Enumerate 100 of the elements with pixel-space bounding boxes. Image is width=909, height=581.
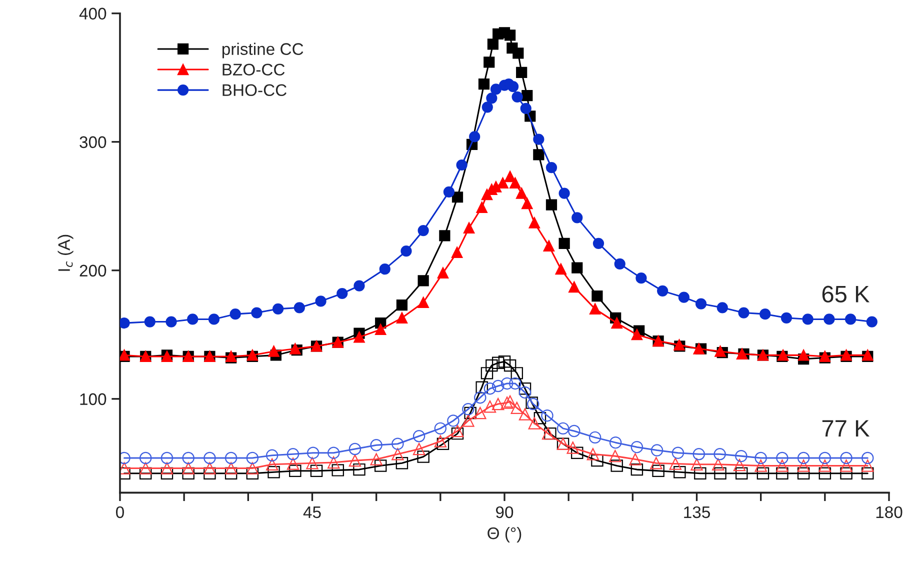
point: [586, 448, 600, 460]
point: [609, 450, 622, 462]
point: [447, 414, 460, 427]
point: [140, 462, 152, 474]
point: [862, 467, 874, 480]
point: [204, 452, 216, 464]
point: [474, 391, 486, 404]
point: [140, 452, 152, 464]
point: [802, 314, 814, 325]
point: [437, 267, 449, 278]
point: [476, 202, 488, 213]
point: [500, 377, 514, 390]
point: [695, 298, 707, 310]
point: [497, 177, 508, 189]
point: [469, 131, 480, 142]
point: [490, 84, 502, 95]
point: [327, 446, 340, 459]
point: [840, 452, 852, 464]
point: [520, 102, 532, 114]
point: [716, 302, 728, 314]
point: [636, 272, 647, 284]
point: [760, 308, 771, 320]
point: [498, 356, 511, 368]
point: [354, 280, 365, 292]
point: [452, 246, 463, 258]
point: [182, 462, 194, 474]
y-tick-label: 400: [79, 8, 106, 20]
legend-label: BZO-CC: [222, 64, 285, 76]
point: [542, 427, 554, 440]
point: [518, 408, 532, 420]
point: [487, 38, 499, 50]
point: [588, 431, 602, 444]
point: [204, 462, 216, 474]
point: [533, 134, 544, 145]
point: [674, 466, 686, 478]
point: [614, 258, 626, 270]
point: [754, 452, 767, 464]
y-tick-label: 300: [80, 136, 106, 148]
point: [160, 452, 174, 464]
point: [266, 449, 278, 462]
point: [474, 406, 486, 420]
annotation: 77 K: [822, 420, 870, 436]
point: [336, 288, 348, 300]
point: [370, 453, 382, 466]
point: [182, 452, 194, 464]
point: [733, 458, 746, 472]
annotation: 65 K: [822, 286, 870, 303]
point: [224, 462, 238, 474]
point: [310, 464, 323, 477]
point: [492, 398, 504, 410]
point: [693, 343, 704, 354]
point: [630, 440, 644, 454]
point: [844, 314, 856, 325]
point: [541, 409, 554, 422]
point: [572, 262, 583, 274]
point: [824, 314, 835, 325]
point: [392, 448, 404, 460]
point: [353, 463, 366, 476]
point: [246, 452, 259, 464]
point: [160, 462, 174, 474]
point: [484, 56, 495, 68]
point: [840, 467, 852, 480]
point: [507, 81, 519, 92]
legend-label: BHO-CC: [222, 84, 286, 96]
point: [268, 346, 280, 357]
point: [780, 312, 792, 324]
point: [478, 78, 490, 90]
point: [797, 452, 810, 464]
point: [776, 452, 788, 464]
point: [476, 381, 488, 394]
point: [332, 464, 344, 476]
y-tick-label: 100: [80, 393, 106, 406]
x-tick-label: 45: [303, 506, 321, 518]
point: [400, 246, 412, 257]
y-tick-label: 200: [80, 264, 106, 277]
point: [518, 382, 532, 395]
point: [251, 307, 262, 318]
point: [592, 238, 604, 249]
x-tick-label: 180: [876, 506, 902, 518]
point: [516, 188, 528, 199]
point: [418, 224, 429, 236]
point: [672, 446, 684, 459]
point: [509, 377, 522, 390]
point: [630, 463, 644, 476]
point: [818, 460, 832, 472]
point: [286, 458, 300, 470]
point: [120, 318, 130, 329]
point: [568, 282, 580, 293]
point: [504, 30, 516, 41]
point: [187, 314, 198, 325]
point: [294, 302, 305, 314]
point: [556, 422, 570, 435]
point: [224, 452, 238, 464]
point: [354, 332, 365, 343]
point: [208, 314, 220, 325]
point: [492, 380, 504, 392]
point: [558, 188, 570, 199]
point: [480, 367, 494, 380]
point: [798, 350, 810, 361]
point: [392, 438, 404, 450]
